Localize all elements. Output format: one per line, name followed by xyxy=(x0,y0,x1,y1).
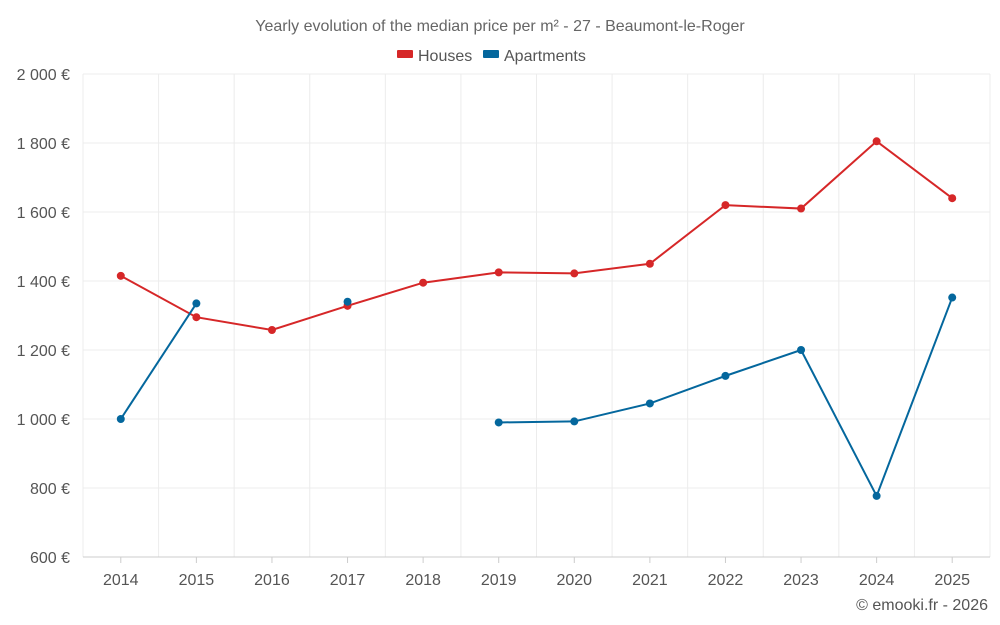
series-line-houses xyxy=(120,139,953,332)
data-point-apartments[interactable] xyxy=(872,491,881,500)
chart-title: Yearly evolution of the median price per… xyxy=(255,18,745,35)
data-point-apartments[interactable] xyxy=(645,399,654,408)
x-tick-label: 2023 xyxy=(783,572,819,589)
x-tick-label: 2021 xyxy=(632,572,668,589)
data-point-apartments[interactable] xyxy=(797,346,806,354)
legend-item-apartments[interactable]: Apartments xyxy=(483,48,586,65)
data-point-houses[interactable] xyxy=(645,259,654,268)
y-tick-label: 2 000 € xyxy=(17,67,70,84)
data-point-houses[interactable] xyxy=(797,204,806,213)
legend-label: Houses xyxy=(418,48,472,65)
data-point-apartments[interactable] xyxy=(948,293,957,302)
x-tick-label: 2017 xyxy=(330,572,366,589)
x-tick-label: 2019 xyxy=(481,572,517,589)
series-line-apartments xyxy=(498,297,954,499)
x-tick-label: 2025 xyxy=(934,572,970,589)
y-tick-label: 1 200 € xyxy=(17,343,70,360)
data-point-houses[interactable] xyxy=(948,194,957,203)
legend-swatch xyxy=(483,50,499,58)
data-point-apartments[interactable] xyxy=(343,297,352,306)
data-point-houses[interactable] xyxy=(721,201,730,210)
y-tick-label: 1 400 € xyxy=(17,274,70,291)
chart-legend[interactable]: Houses Apartments xyxy=(397,48,586,65)
data-point-houses[interactable] xyxy=(116,271,125,280)
data-point-apartments[interactable] xyxy=(721,371,730,380)
axes: 600 € 800 € 1 000 € 1 200 € 1 400 € 1 600 € 1 … xyxy=(17,67,990,589)
data-point-houses[interactable] xyxy=(419,278,428,287)
data-point-houses[interactable] xyxy=(872,137,881,146)
x-tick-label: 2024 xyxy=(859,572,895,589)
data-point-apartments[interactable] xyxy=(494,418,503,427)
data-point-houses[interactable] xyxy=(267,325,276,334)
x-tick-label: 2014 xyxy=(103,572,139,589)
x-tick-label: 2018 xyxy=(405,572,441,589)
legend-item-houses[interactable]: Houses xyxy=(397,48,472,65)
y-tick-label: 1 800 € xyxy=(17,136,70,153)
x-tick-label: 2020 xyxy=(556,572,592,589)
y-tick-label: 1 000 € xyxy=(17,412,70,429)
legend-swatch xyxy=(397,50,413,58)
data-point-houses[interactable] xyxy=(192,313,201,322)
series-layer xyxy=(116,137,957,500)
data-point-houses[interactable] xyxy=(494,268,503,277)
y-tick-label: 1 600 € xyxy=(17,205,70,222)
credit-text: © emooki.fr - 2026 xyxy=(856,597,988,614)
legend-label: Apartments xyxy=(504,48,586,65)
y-tick-label: 600 € xyxy=(30,550,70,567)
data-point-apartments[interactable] xyxy=(570,417,579,426)
data-point-apartments[interactable] xyxy=(116,415,125,423)
x-tick-label: 2016 xyxy=(254,572,290,589)
x-tick-label: 2015 xyxy=(179,572,215,589)
x-tick-label: 2022 xyxy=(708,572,744,589)
y-tick-label: 800 € xyxy=(30,481,70,498)
grid-lines xyxy=(82,73,991,558)
series-apartments[interactable] xyxy=(116,293,957,500)
series-line-apartments xyxy=(119,302,198,420)
data-point-houses[interactable] xyxy=(570,269,579,278)
data-point-apartments[interactable] xyxy=(192,299,201,308)
